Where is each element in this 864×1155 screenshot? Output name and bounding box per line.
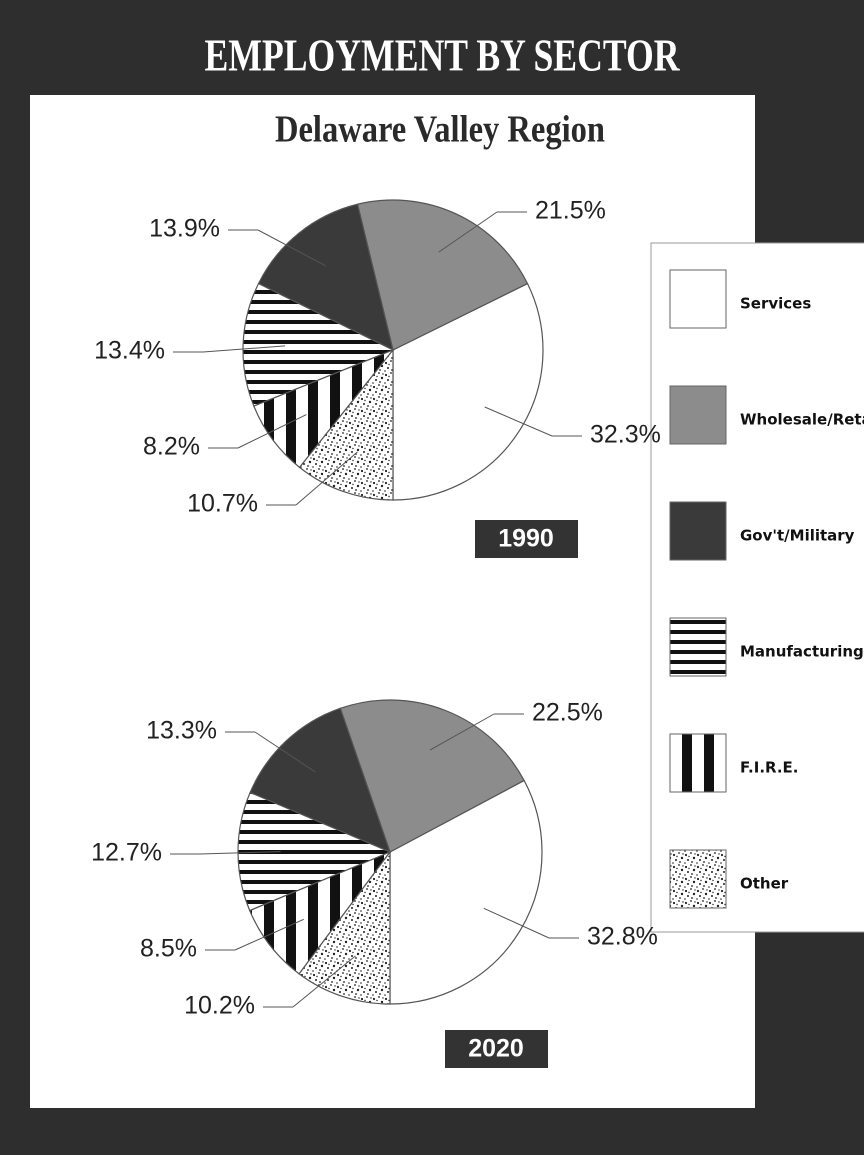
legend-label: Gov't/Military	[740, 527, 855, 545]
year-box	[475, 520, 578, 558]
legend-swatch	[669, 617, 727, 677]
pie-slice	[356, 199, 529, 351]
year-box	[445, 1030, 548, 1068]
year-label: 2020	[468, 1035, 524, 1063]
data-label: 32.3%	[590, 421, 661, 449]
leader-line	[202, 345, 286, 353]
chart-subtitle: Delaware Valley Region	[275, 109, 605, 151]
legend-swatch	[669, 269, 727, 329]
pie-slice	[257, 203, 394, 352]
legend-label: Manufacturing	[740, 643, 864, 661]
pie-slice	[242, 282, 395, 407]
data-label: 13.4%	[94, 337, 165, 365]
pie-slice	[298, 348, 394, 501]
data-label: 8.5%	[140, 935, 197, 963]
chart-title: EMPLOYMENT BY SECTOR	[205, 30, 681, 81]
leader-line	[237, 414, 307, 449]
leader-line	[254, 731, 316, 773]
leader-line	[483, 907, 550, 939]
pie-slice	[249, 707, 392, 854]
data-label: 8.2%	[143, 433, 200, 461]
legend-label: Wholesale/Retail	[740, 411, 864, 429]
leader-line	[429, 713, 495, 751]
data-label: 10.7%	[187, 490, 258, 518]
leader-line	[438, 211, 498, 253]
leader-line	[295, 451, 358, 506]
legend-swatch	[669, 849, 727, 909]
legend-swatch	[669, 501, 727, 561]
pie-slice	[298, 850, 391, 1005]
data-label: 12.7%	[91, 839, 162, 867]
pie-slice	[339, 699, 525, 853]
legend-swatch	[669, 385, 727, 445]
legend	[650, 242, 864, 933]
data-label: 21.5%	[535, 197, 606, 225]
leader-line	[292, 955, 356, 1008]
data-label: 22.5%	[532, 699, 603, 727]
data-label: 13.3%	[146, 717, 217, 745]
data-label: 13.9%	[149, 215, 220, 243]
legend-swatch	[669, 733, 727, 793]
pie-slice	[389, 779, 543, 1005]
leader-line	[257, 229, 326, 267]
data-label: 32.8%	[587, 923, 658, 951]
leader-line	[234, 918, 304, 951]
pie-slice	[237, 791, 392, 912]
data-label: 10.2%	[184, 992, 255, 1020]
legend-label: F.I.R.E.	[740, 759, 799, 777]
legend-label: Other	[740, 875, 789, 893]
leader-line	[484, 406, 553, 437]
leader-line	[199, 851, 281, 855]
year-label: 1990	[498, 525, 554, 553]
legend-label: Services	[740, 295, 811, 313]
pie-slice	[392, 282, 544, 501]
